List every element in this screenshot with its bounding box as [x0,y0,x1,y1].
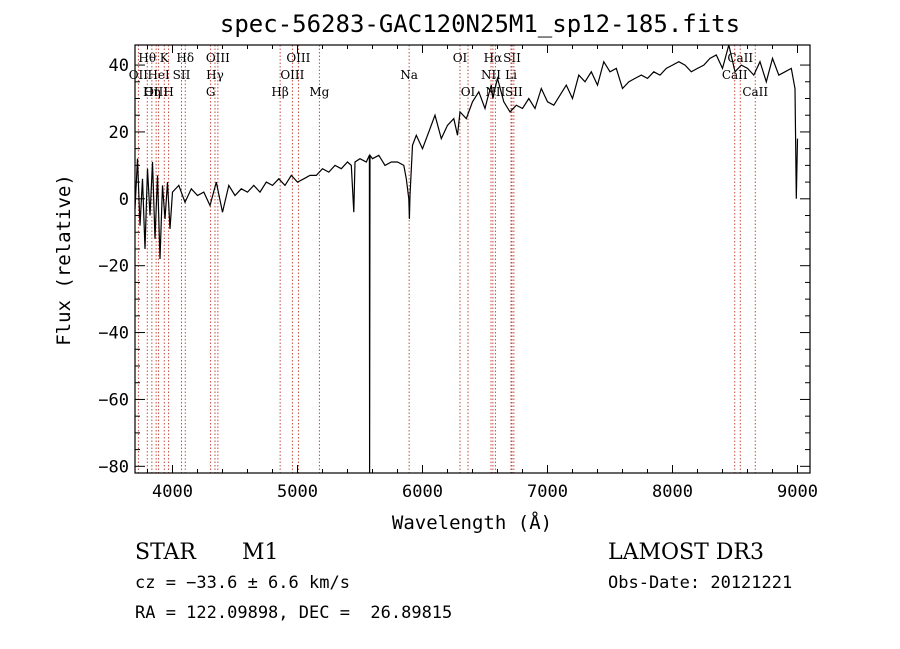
line-marker-label: Hβ [271,85,288,99]
line-marker-label: Hθ [138,51,156,65]
line-marker-label: H [163,85,173,99]
line-marker-label: Hδ [176,51,194,65]
line-marker-label: SII [503,51,521,65]
line-marker-label: Hη [143,85,161,99]
y-tick-label: −40 [98,324,129,344]
x-tick-label: 9000 [777,482,818,502]
x-tick-label: 6000 [402,482,443,502]
line-marker-label: Hγ [206,68,224,82]
line-marker-label: OI [461,85,476,99]
coordinates: RA = 122.09898, DEC = 26.89815 [135,603,453,623]
line-marker-label: SII [505,85,523,99]
y-tick-label: −60 [98,390,129,410]
spectrum-line [134,44,799,474]
line-marker-label: OIII [144,85,168,99]
line-marker-label: CaII [727,51,753,65]
line-marker-label: CaII [742,85,768,99]
y-tick-label: 0 [119,190,129,210]
line-marker-label: OIII [206,51,230,65]
object-subclass: M1 [242,540,279,565]
line-marker-label: Li [505,68,517,82]
y-tick-label: 20 [109,123,129,143]
y-tick-label: −80 [98,457,129,477]
y-axis-label: Flux (relative) [53,174,75,346]
x-tick-label: 8000 [652,482,693,502]
line-marker-label: CaII [722,68,748,82]
line-marker-label: G [206,85,216,99]
plot-frame [134,44,811,474]
x-axis-ticks: 4000 5000 6000 7000 8000 9000 [147,45,818,502]
x-tick-label: 7000 [527,482,568,502]
obs-date: Obs-Date: 20121221 [608,573,793,593]
x-tick-label: 4000 [152,482,193,502]
line-marker-label: OII [129,68,149,82]
y-axis-ticks: −80 −60 −40 −20 0 20 40 [98,56,810,477]
survey-name: LAMOST DR3 [608,540,764,565]
x-axis-label: Wavelength (Å) [392,511,552,534]
y-tick-label: −20 [98,257,129,277]
line-marker-label: OIII [280,68,304,82]
line-marker-label: OIII [286,51,310,65]
object-class: STAR [135,540,196,565]
chart-title: spec-56283-GAC120N25M1_sp12-185.fits [220,10,740,38]
redshift-cz: cz = −33.6 ± 6.6 km/s [135,573,350,593]
line-marker-label: HeI [147,68,170,82]
line-marker-label: Na [400,68,418,82]
line-marker-label: OI [453,51,468,65]
line-marker-label: Mg [309,85,329,99]
x-tick-label: 5000 [277,482,318,502]
line-marker-label: Hα [484,51,503,65]
line-marker-label: K [160,51,170,65]
line-marker-label: SII [173,68,191,82]
y-tick-label: 40 [109,56,129,76]
line-marker-label: NII [481,68,501,82]
